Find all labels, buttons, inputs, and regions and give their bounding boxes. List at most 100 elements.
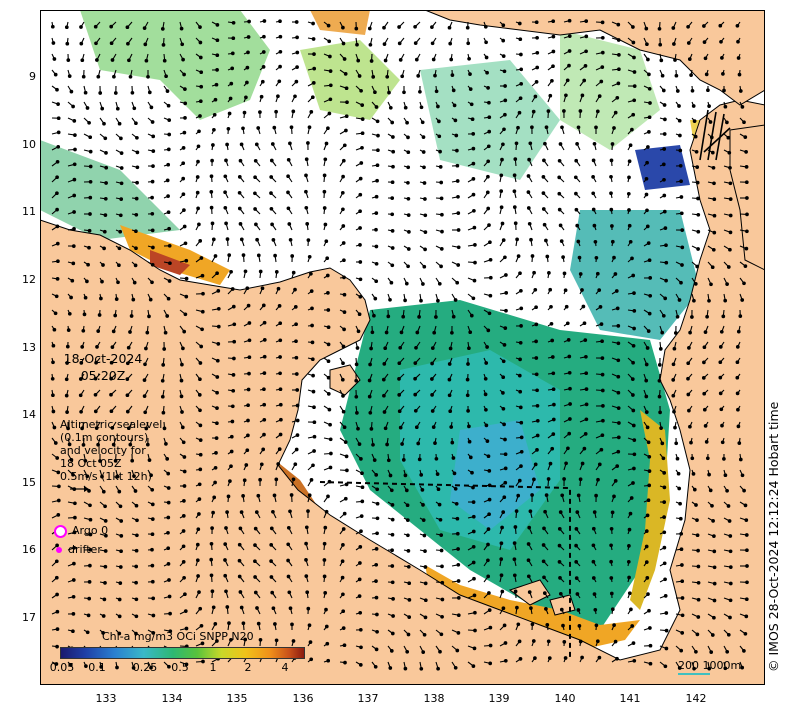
- velocity-arrowhead: [672, 409, 676, 414]
- velocity-arrowhead: [405, 503, 410, 508]
- velocity-arrowhead: [324, 509, 329, 514]
- velocity-arrowhead: [415, 330, 420, 335]
- velocity-arrowhead: [661, 162, 666, 167]
- altimetry-line: 18 Oct 05Z: [60, 457, 122, 470]
- velocity-arrowhead: [580, 93, 585, 98]
- velocity-arrowhead: [358, 663, 363, 667]
- velocity-arrowhead: [388, 297, 392, 302]
- velocity-arrowhead: [430, 41, 435, 46]
- velocity-arrowhead: [253, 559, 257, 564]
- velocity-arrowhead: [663, 577, 667, 582]
- velocity-arrowhead: [582, 446, 587, 451]
- velocity-arrowhead: [343, 72, 348, 76]
- velocity-arrowhead: [501, 23, 506, 28]
- velocity-arrowhead: [213, 480, 217, 485]
- velocity-arrowhead: [93, 376, 98, 381]
- velocity-arrowhead: [564, 461, 568, 466]
- velocity-arrowhead: [472, 208, 476, 213]
- velocity-arrowhead: [72, 227, 76, 231]
- velocity-arrowhead: [269, 543, 274, 547]
- velocity-arrowhead: [81, 328, 86, 333]
- velocity-arrowhead: [575, 592, 580, 596]
- velocity-arrowhead: [215, 390, 219, 395]
- velocity-arrowhead: [85, 630, 90, 635]
- velocity-arrowhead: [744, 597, 749, 602]
- velocity-arrowhead: [253, 158, 258, 163]
- velocity-arrowhead: [224, 221, 228, 226]
- velocity-arrowhead: [696, 196, 700, 201]
- velocity-arrowhead: [209, 190, 214, 194]
- velocity-arrowhead: [692, 298, 696, 303]
- velocity-arrowhead: [326, 494, 330, 499]
- velocity-arrowhead: [710, 150, 715, 155]
- velocity-arrowhead: [664, 611, 669, 615]
- velocity-arrowhead: [312, 405, 316, 410]
- velocity-arrowhead: [198, 452, 203, 457]
- velocity-arrowhead: [104, 181, 108, 185]
- velocity-arrowhead: [95, 345, 99, 349]
- velocity-arrowhead: [527, 221, 532, 226]
- velocity-arrowhead: [584, 49, 588, 54]
- velocity-arrowhead: [742, 488, 746, 493]
- velocity-arrowhead: [390, 180, 395, 185]
- velocity-arrowhead: [436, 487, 441, 492]
- velocity-arrowhead: [558, 142, 563, 146]
- velocity-arrowhead: [198, 377, 202, 382]
- velocity-arrowhead: [542, 526, 546, 531]
- velocity-arrowhead: [342, 643, 347, 648]
- velocity-arrowhead: [57, 484, 61, 489]
- velocity-arrowhead: [326, 342, 331, 347]
- velocity-arrowhead: [662, 545, 667, 550]
- velocity-arrowhead: [574, 191, 578, 196]
- velocity-arrowhead: [293, 462, 298, 467]
- velocity-arrowhead: [147, 458, 152, 462]
- velocity-arrowhead: [562, 271, 567, 276]
- velocity-arrowhead: [578, 109, 583, 113]
- velocity-arrowhead: [197, 393, 202, 397]
- velocity-arrowhead: [533, 462, 538, 467]
- velocity-arrowhead: [680, 613, 685, 618]
- velocity-arrowhead: [130, 458, 135, 463]
- velocity-arrowhead: [502, 623, 507, 628]
- velocity-arrowhead: [702, 360, 706, 365]
- velocity-arrowhead: [514, 509, 519, 513]
- velocity-arrowhead: [406, 247, 411, 251]
- velocity-arrowhead: [54, 575, 59, 580]
- velocity-arrowhead: [627, 208, 631, 212]
- velocity-arrowhead: [181, 346, 185, 351]
- velocity-arrowhead: [161, 43, 166, 47]
- velocity-arrowhead: [215, 375, 220, 379]
- velocity-arrowhead: [166, 210, 171, 215]
- velocity-arrowhead: [455, 280, 460, 285]
- velocity-arrowhead: [246, 433, 250, 438]
- velocity-arrowhead: [389, 488, 394, 493]
- velocity-arrowhead: [199, 256, 204, 260]
- velocity-arrowhead: [738, 314, 743, 318]
- velocity-arrowhead: [246, 50, 250, 55]
- velocity-arrowhead: [544, 607, 548, 611]
- velocity-arrowhead: [471, 161, 476, 166]
- velocity-arrowhead: [118, 229, 123, 234]
- velocity-arrowhead: [617, 67, 621, 72]
- velocity-arrowhead: [85, 106, 90, 110]
- velocity-arrowhead: [119, 136, 123, 141]
- velocity-arrowhead: [629, 496, 634, 500]
- velocity-arrowhead: [55, 644, 59, 649]
- velocity-arrowhead: [662, 471, 667, 475]
- velocity-arrowhead: [103, 136, 108, 141]
- velocity-arrowhead: [130, 90, 135, 95]
- velocity-arrowhead: [659, 58, 664, 63]
- velocity-arrowhead: [736, 329, 741, 334]
- velocity-arrowhead: [630, 377, 635, 381]
- velocity-arrowhead: [594, 125, 598, 130]
- velocity-arrowhead: [712, 213, 717, 218]
- velocity-arrowhead: [117, 597, 122, 602]
- velocity-arrowhead: [526, 574, 531, 579]
- velocity-arrowhead: [702, 345, 707, 350]
- velocity-arrowhead: [473, 610, 477, 615]
- velocity-arrowhead: [534, 339, 538, 344]
- velocity-arrowhead: [519, 288, 523, 293]
- velocity-arrowhead: [134, 597, 139, 602]
- velocity-arrowhead: [679, 195, 684, 199]
- velocity-arrowhead: [418, 89, 422, 94]
